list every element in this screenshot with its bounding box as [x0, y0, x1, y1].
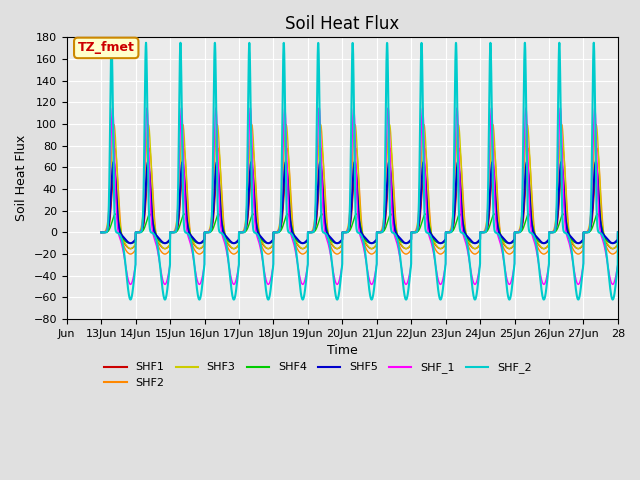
- Legend: SHF1, SHF2, SHF3, SHF4, SHF5, SHF_1, SHF_2: SHF1, SHF2, SHF3, SHF4, SHF5, SHF_1, SHF…: [100, 358, 536, 392]
- Text: TZ_fmet: TZ_fmet: [78, 41, 134, 54]
- Y-axis label: Soil Heat Flux: Soil Heat Flux: [15, 135, 28, 221]
- X-axis label: Time: Time: [327, 344, 358, 357]
- Title: Soil Heat Flux: Soil Heat Flux: [285, 15, 399, 33]
